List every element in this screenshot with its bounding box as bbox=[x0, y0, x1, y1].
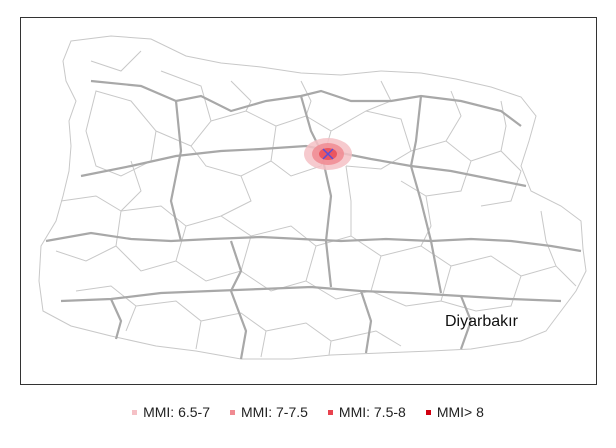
legend-item-mmi-8: MMI> 8 bbox=[425, 404, 484, 420]
city-label-diyarbakir: Diyarbakır bbox=[445, 313, 518, 330]
epicenter-cross-icon bbox=[322, 148, 334, 160]
legend-swatch bbox=[425, 409, 431, 415]
legend: MMI: 6.5-7 MMI: 7-7.5 MMI: 7.5-8 MMI> 8 bbox=[0, 402, 616, 422]
legend-label: MMI: 7-7.5 bbox=[241, 404, 308, 420]
legend-item-mmi-6-5-7: MMI: 6.5-7 bbox=[132, 404, 210, 420]
map-frame bbox=[20, 17, 597, 385]
legend-swatch bbox=[132, 409, 138, 415]
legend-label: MMI: 7.5-8 bbox=[338, 404, 406, 420]
region-map bbox=[38, 35, 587, 360]
region-outline bbox=[38, 35, 587, 360]
legend-item-mmi-7-7-5: MMI: 7-7.5 bbox=[230, 404, 308, 420]
legend-label: MMI: 6.5-7 bbox=[143, 404, 210, 420]
legend-label: MMI> 8 bbox=[436, 404, 484, 420]
legend-item-mmi-7-5-8: MMI: 7.5-8 bbox=[327, 404, 406, 420]
district-borders bbox=[38, 35, 587, 360]
legend-swatch bbox=[230, 409, 235, 415]
legend-swatch bbox=[327, 409, 333, 415]
